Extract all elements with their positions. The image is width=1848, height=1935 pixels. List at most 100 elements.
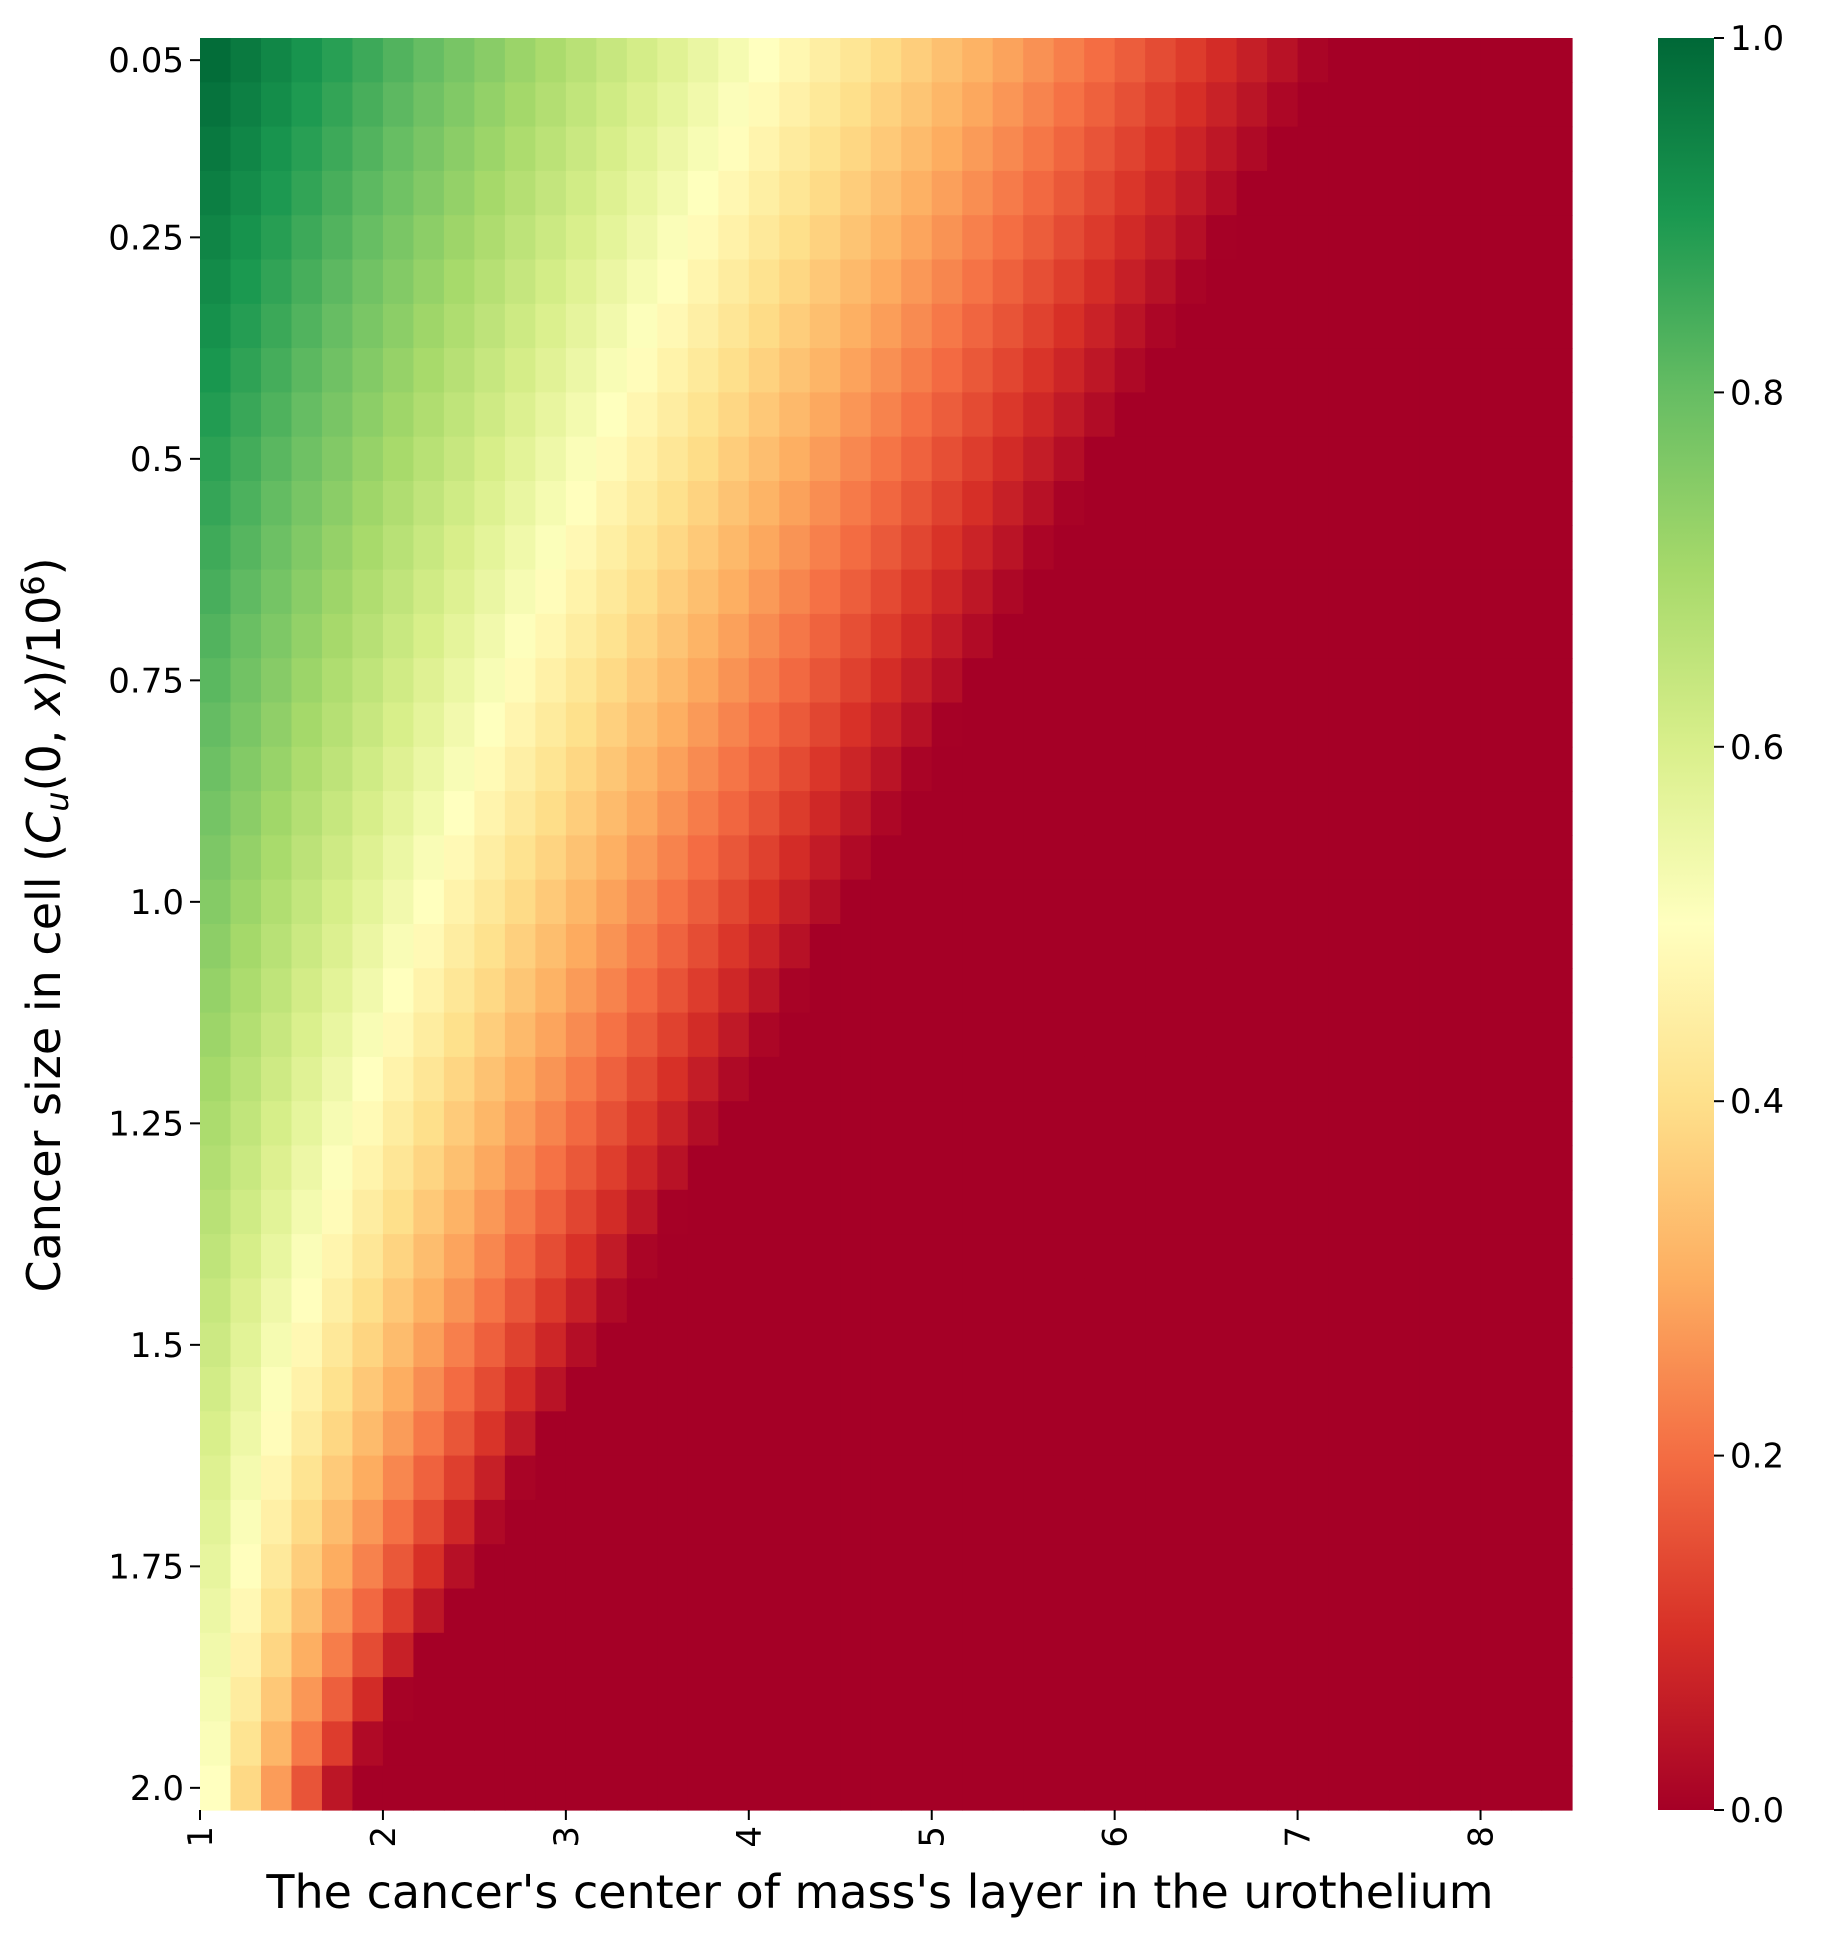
heatmap-cell	[596, 1765, 628, 1811]
heatmap-cell	[1114, 1101, 1146, 1147]
heatmap-cell	[809, 1278, 841, 1324]
heatmap-cell	[1297, 791, 1329, 836]
heatmap-cell	[1236, 525, 1268, 571]
heatmap-cell	[1114, 569, 1146, 615]
heatmap-cell	[870, 392, 902, 438]
heatmap-cell	[291, 1677, 323, 1722]
heatmap-cell	[1328, 1632, 1360, 1678]
heatmap-cell	[1236, 38, 1268, 83]
heatmap-cell	[1206, 1411, 1238, 1457]
heatmap-cell	[321, 1677, 354, 1722]
heatmap-cell	[596, 702, 628, 748]
heatmap-cell	[1206, 436, 1238, 482]
heatmap-cell	[1480, 481, 1512, 526]
heatmap-cell	[1206, 569, 1238, 615]
heatmap-cell	[1389, 348, 1421, 393]
heatmap-cell	[1267, 436, 1299, 482]
heatmap-cell	[382, 1234, 415, 1279]
heatmap-cell	[260, 1721, 293, 1767]
heatmap-cell	[809, 1544, 841, 1590]
heatmap-cell	[382, 1588, 415, 1634]
heatmap-cell	[1267, 1677, 1299, 1722]
heatmap-cell	[291, 1588, 323, 1634]
heatmap-cell	[1175, 1278, 1207, 1324]
heatmap-cell	[1023, 1455, 1055, 1501]
heatmap-cell	[1480, 126, 1512, 172]
heatmap-cell	[1389, 569, 1421, 615]
heatmap-cell	[474, 1322, 506, 1368]
heatmap-cell	[840, 1145, 872, 1191]
heatmap-cell	[1511, 1411, 1543, 1457]
heatmap-cell	[840, 1411, 872, 1457]
heatmap-cell	[1389, 1056, 1421, 1102]
heatmap-cell	[565, 1411, 597, 1457]
heatmap-cell	[1114, 702, 1146, 748]
heatmap-cell	[474, 436, 506, 482]
heatmap-cell	[1511, 392, 1543, 438]
heatmap-cell	[291, 525, 323, 571]
heatmap-cell	[1267, 481, 1299, 526]
heatmap-cell	[291, 1322, 323, 1368]
heatmap-cell	[1145, 924, 1177, 969]
heatmap-cell	[443, 968, 475, 1014]
heatmap-cell	[1541, 525, 1573, 571]
heatmap-cell	[291, 1278, 323, 1324]
heatmap-cell	[352, 1278, 384, 1324]
heatmap-cell	[1450, 1012, 1482, 1058]
heatmap-cell	[352, 1455, 384, 1501]
heatmap-cell	[992, 1145, 1024, 1191]
heatmap-cell	[1328, 1367, 1360, 1412]
heatmap-cell	[1053, 82, 1085, 128]
heatmap-cell	[1053, 658, 1085, 704]
heatmap-cell	[1206, 1632, 1238, 1678]
heatmap-cell	[687, 835, 719, 881]
heatmap-cell	[382, 436, 415, 482]
heatmap-cell	[291, 348, 323, 393]
heatmap-cell	[321, 924, 354, 969]
heatmap-cell	[931, 1234, 963, 1279]
y-axis-label: Cancer size in cell (Cu(0, x)/106)	[14, 557, 76, 1292]
heatmap-cell	[1450, 126, 1482, 172]
heatmap-cell	[443, 303, 475, 349]
heatmap-cell	[382, 1012, 415, 1058]
heatmap-cell	[870, 38, 902, 83]
heatmap-cell	[1358, 436, 1390, 482]
heatmap-cell	[1419, 1721, 1451, 1767]
heatmap-cell	[291, 38, 323, 83]
heatmap-cell	[200, 392, 232, 438]
heatmap-cell	[1328, 392, 1360, 438]
heatmap-cell	[840, 170, 872, 216]
heatmap-cell	[1053, 1544, 1085, 1590]
heatmap-cell	[321, 791, 354, 836]
heatmap-cell	[1053, 569, 1085, 615]
heatmap-cell	[504, 259, 536, 305]
heatmap-cell	[1175, 1189, 1207, 1235]
heatmap-cell	[901, 1234, 933, 1279]
heatmap-cell	[1419, 968, 1451, 1014]
heatmap-cell	[413, 1677, 445, 1722]
heatmap-cell	[1541, 746, 1573, 792]
heatmap-cell	[1175, 1544, 1207, 1590]
heatmap-cell	[901, 569, 933, 615]
heatmap-cell	[291, 1632, 323, 1678]
heatmap-cell	[870, 835, 902, 881]
heatmap-cell	[1023, 1411, 1055, 1457]
heatmap-cell	[1541, 481, 1573, 526]
heatmap-cell	[1206, 170, 1238, 216]
heatmap-cell	[474, 38, 506, 83]
heatmap-cell	[1145, 126, 1177, 172]
heatmap-cell	[291, 1499, 323, 1545]
heatmap-cell	[474, 215, 506, 261]
heatmap-cell	[840, 126, 872, 172]
heatmap-cell	[382, 82, 415, 128]
heatmap-cell	[1236, 215, 1268, 261]
heatmap-cell	[474, 658, 506, 704]
heatmap-cell	[1419, 746, 1451, 792]
heatmap-cell	[1450, 303, 1482, 349]
heatmap-cell	[321, 82, 354, 128]
heatmap-cell	[1206, 1189, 1238, 1235]
heatmap-cell	[1145, 1322, 1177, 1368]
heatmap-cell	[931, 835, 963, 881]
heatmap-cell	[962, 1411, 994, 1457]
heatmap-cell	[962, 303, 994, 349]
